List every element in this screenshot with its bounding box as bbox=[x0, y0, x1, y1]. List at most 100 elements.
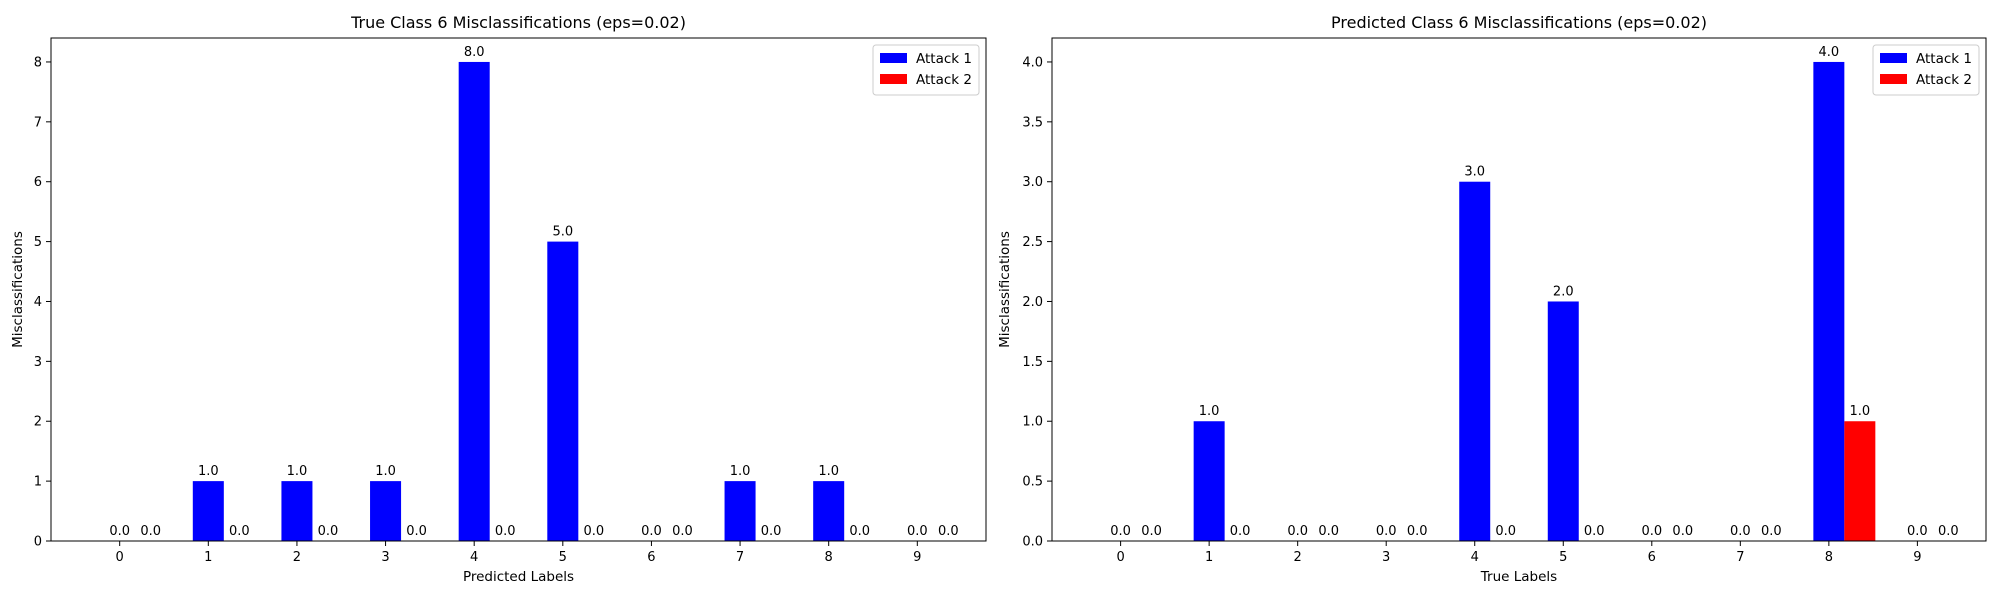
x-axis-label: Predicted Labels bbox=[463, 569, 574, 585]
bar-value-label: 0.0 bbox=[1907, 524, 1928, 539]
x-tick-label: 5 bbox=[1559, 550, 1567, 565]
bar-attack-1-5 bbox=[1547, 301, 1579, 541]
bar-value-label: 0.0 bbox=[849, 524, 870, 539]
y-tick-label: 1 bbox=[34, 475, 42, 490]
x-tick-label: 4 bbox=[1471, 550, 1479, 565]
x-tick-label: 3 bbox=[381, 550, 389, 565]
x-tick-label: 8 bbox=[825, 550, 833, 565]
bar-value-label: 0.0 bbox=[1761, 524, 1782, 539]
legend-label: Attack 1 bbox=[916, 51, 972, 67]
bar-value-label: 0.0 bbox=[1110, 524, 1131, 539]
bar-attack-1-4 bbox=[458, 61, 490, 541]
chart-panel-1: 0.0 1.0 1.0 1.0 8.0 5.0 0.0 1.0 1.0 0.0 0.0 0.0 0.0 0… bbox=[10, 13, 987, 585]
y-axis-label: Misclassifications bbox=[10, 231, 26, 348]
x-tick-label: 4 bbox=[470, 550, 478, 565]
y-tick-label: 3.0 bbox=[1022, 175, 1043, 190]
bar-value-label: 0.0 bbox=[1230, 524, 1251, 539]
bar-attack-1-5 bbox=[547, 241, 579, 541]
bar-value-label: 0.0 bbox=[761, 524, 782, 539]
x-axis-label: True Labels bbox=[1480, 569, 1557, 585]
bar-value-label: 1.0 bbox=[1199, 404, 1220, 419]
bar-attack-1-1 bbox=[192, 481, 224, 541]
x-tick-label: 6 bbox=[647, 550, 655, 565]
bar-value-label: 2.0 bbox=[1553, 284, 1574, 299]
legend-label: Attack 2 bbox=[1916, 72, 1972, 88]
x-tick-label: 3 bbox=[1382, 550, 1390, 565]
y-tick-label: 2.0 bbox=[1022, 295, 1043, 310]
bar-value-label: 0.0 bbox=[1938, 524, 1959, 539]
bar-value-label: 8.0 bbox=[464, 45, 485, 60]
y-tick-label: 0 bbox=[34, 535, 42, 550]
bar-attack-1-3 bbox=[370, 481, 402, 541]
bar-value-label: 3.0 bbox=[1464, 165, 1485, 180]
legend-label: Attack 2 bbox=[916, 72, 972, 88]
bar-value-label: 0.0 bbox=[1584, 524, 1605, 539]
bar-value-label: 0.0 bbox=[1641, 524, 1662, 539]
x-tick-label: 1 bbox=[1205, 550, 1213, 565]
bar-value-label: 0.0 bbox=[938, 524, 959, 539]
bar-value-label: 0.0 bbox=[318, 524, 339, 539]
bar-value-label: 0.0 bbox=[1672, 524, 1693, 539]
bar-attack-1-2 bbox=[281, 481, 313, 541]
bar-value-label: 0.0 bbox=[229, 524, 250, 539]
bar-value-label: 0.0 bbox=[907, 524, 928, 539]
y-tick-label: 0.5 bbox=[1022, 475, 1043, 490]
y-tick-label: 7 bbox=[34, 115, 42, 130]
legend: Attack 1 Attack 2 bbox=[1872, 44, 1980, 96]
x-tick-label: 6 bbox=[1648, 550, 1656, 565]
bar-value-label: 0.0 bbox=[495, 524, 516, 539]
x-tick-label: 2 bbox=[1294, 550, 1302, 565]
bar-value-label: 0.0 bbox=[140, 524, 161, 539]
x-tick-label: 9 bbox=[913, 550, 921, 565]
legend-swatch-attack-2 bbox=[880, 74, 907, 84]
bar-value-label: 0.0 bbox=[1376, 524, 1397, 539]
bar-value-label: 1.0 bbox=[1849, 404, 1870, 419]
bar-attack-1-8 bbox=[1813, 61, 1845, 541]
x-tick-label: 2 bbox=[293, 550, 301, 565]
bar-attack-1-8 bbox=[813, 481, 845, 541]
y-tick-label: 2.5 bbox=[1022, 235, 1043, 250]
bar-value-label: 0.0 bbox=[109, 524, 130, 539]
y-tick-label: 3.5 bbox=[1022, 115, 1043, 130]
bar-value-label: 1.0 bbox=[818, 464, 839, 479]
x-tick-label: 9 bbox=[1913, 550, 1921, 565]
bar-value-label: 1.0 bbox=[198, 464, 219, 479]
y-tick-label: 1.5 bbox=[1022, 355, 1043, 370]
x-tick-label: 7 bbox=[736, 550, 744, 565]
y-tick-label: 4.0 bbox=[1022, 55, 1043, 70]
y-tick-label: 8 bbox=[34, 55, 42, 70]
legend: Attack 1 Attack 2 bbox=[872, 44, 980, 96]
y-axis-label: Misclassifications bbox=[997, 231, 1013, 348]
bar-value-label: 1.0 bbox=[375, 464, 396, 479]
bar-value-label: 0.0 bbox=[641, 524, 662, 539]
y-tick-label: 3 bbox=[34, 355, 42, 370]
bar-value-label: 1.0 bbox=[287, 464, 308, 479]
y-tick-label: 6 bbox=[34, 175, 42, 190]
bar-attack-1-4 bbox=[1459, 181, 1491, 541]
x-tick-label: 5 bbox=[559, 550, 567, 565]
bar-value-label: 0.0 bbox=[583, 524, 604, 539]
y-tick-label: 4 bbox=[34, 295, 42, 310]
bar-value-label: 0.0 bbox=[1287, 524, 1308, 539]
y-tick-label: 0.0 bbox=[1022, 535, 1043, 550]
bar-attack-2-8 bbox=[1844, 421, 1876, 541]
legend-swatch-attack-2 bbox=[1880, 74, 1907, 84]
bar-value-label: 4.0 bbox=[1819, 45, 1840, 60]
bar-value-label: 0.0 bbox=[1318, 524, 1339, 539]
plot-frame bbox=[1051, 37, 1987, 542]
bar-value-label: 5.0 bbox=[552, 225, 573, 240]
bar-value-label: 0.0 bbox=[672, 524, 693, 539]
y-tick-label: 1.0 bbox=[1022, 415, 1043, 430]
bar-attack-1-1 bbox=[1193, 421, 1225, 541]
legend-swatch-attack-1 bbox=[1880, 53, 1907, 63]
y-tick-label: 5 bbox=[34, 235, 42, 250]
chart-title: Predicted Class 6 Misclassifications (ep… bbox=[1331, 13, 1707, 32]
x-tick-label: 0 bbox=[1116, 550, 1124, 565]
bar-value-label: 0.0 bbox=[1407, 524, 1428, 539]
legend-label: Attack 1 bbox=[1916, 51, 1972, 67]
plot-frame bbox=[50, 37, 987, 542]
bar-value-label: 0.0 bbox=[1495, 524, 1516, 539]
x-tick-label: 0 bbox=[116, 550, 124, 565]
bar-value-label: 0.0 bbox=[1141, 524, 1162, 539]
